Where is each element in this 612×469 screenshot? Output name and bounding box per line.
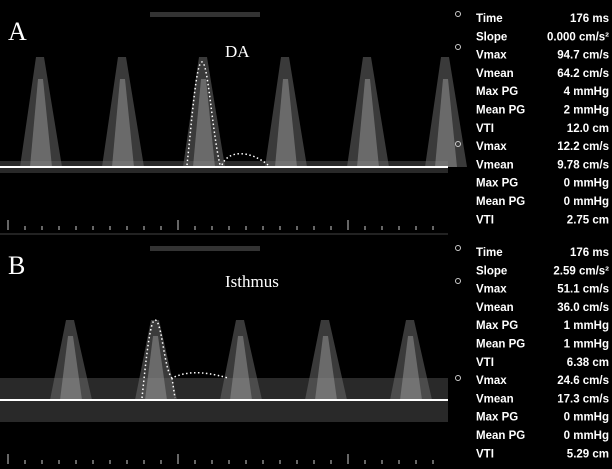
measure-name: Mean PG xyxy=(476,196,525,208)
measure-value: 36.0 cm/s xyxy=(557,302,609,314)
measure-name: Vmax xyxy=(476,284,507,296)
measure-name: Vmean xyxy=(476,159,514,171)
spectral-peak-core xyxy=(435,79,457,167)
separator xyxy=(0,233,448,235)
measure-value: 0 mmHg xyxy=(564,412,609,424)
measure-name: Slope xyxy=(476,265,507,277)
measure-value: 2.75 cm xyxy=(567,214,609,226)
measure-name: Max PG xyxy=(476,86,518,98)
measure-value: 2.59 cm/s² xyxy=(553,265,609,277)
spectral-peak-core xyxy=(30,79,52,167)
measure-name: VTI xyxy=(476,357,494,369)
measure-value: 51.1 cm/s xyxy=(557,284,609,296)
spectral-peak-core xyxy=(112,79,134,167)
measure-name: Vmax xyxy=(476,141,507,153)
cursor-icon xyxy=(455,11,461,17)
measure-value: 0 mmHg xyxy=(564,178,609,190)
measure-value: 24.6 cm/s xyxy=(557,375,609,387)
panel-label: B xyxy=(8,251,25,280)
panel-title: Isthmus xyxy=(225,272,279,291)
measure-value: 12.0 cm xyxy=(567,123,609,135)
measure-name: Vmax xyxy=(476,50,507,62)
measure-value: 1 mmHg xyxy=(564,320,609,332)
trace xyxy=(141,319,229,399)
measure-name: Slope xyxy=(476,31,507,43)
measure-name: Vmean xyxy=(476,393,514,405)
spectral-peak-core xyxy=(357,79,379,167)
spectral-peak-core xyxy=(275,79,297,167)
cursor-icon xyxy=(455,245,461,251)
top-strip xyxy=(150,12,260,17)
spectral-peak-core xyxy=(145,336,167,400)
cursor-icon xyxy=(455,141,461,147)
measure-name: Mean PG xyxy=(476,105,525,117)
measure-name: Vmax xyxy=(476,375,507,387)
measure-value: 1 mmHg xyxy=(564,339,609,351)
measure-name: VTI xyxy=(476,448,494,460)
measure-value: 176 ms xyxy=(570,13,609,25)
measure-name: VTI xyxy=(476,214,494,226)
measure-name: Time xyxy=(476,13,503,25)
spectral-peak-core xyxy=(400,336,422,400)
cursor-icon xyxy=(455,375,461,381)
measure-value: 176 ms xyxy=(570,247,609,259)
measure-value: 94.7 cm/s xyxy=(557,50,609,62)
measure-value: 17.3 cm/s xyxy=(557,393,609,405)
spectral-peak-core xyxy=(315,336,337,400)
spectral-peak-core xyxy=(60,336,82,400)
measure-name: Time xyxy=(476,247,503,259)
measure-name: Max PG xyxy=(476,320,518,332)
cursor-icon xyxy=(455,278,461,284)
panel-label: A xyxy=(8,17,27,46)
measure-name: Mean PG xyxy=(476,339,525,351)
measure-value: 5.29 cm xyxy=(567,448,609,460)
measure-value: 0 mmHg xyxy=(564,196,609,208)
measure-value: 12.2 cm/s xyxy=(557,141,609,153)
text-layer: A DA Time 176 ms Slope 0.000 cm/s² Vmax 94.7 cm… xyxy=(8,13,609,460)
spectral-display xyxy=(0,11,467,464)
measure-value: 9.78 cm/s xyxy=(557,159,609,171)
measure-value: 4 mmHg xyxy=(564,86,609,98)
measure-name: Vmean xyxy=(476,302,514,314)
measure-value: 2 mmHg xyxy=(564,105,609,117)
measure-value: 0.000 cm/s² xyxy=(547,31,609,43)
measure-value: 6.38 cm xyxy=(567,357,609,369)
measure-name: Max PG xyxy=(476,412,518,424)
measure-name: Max PG xyxy=(476,178,518,190)
measure-name: Vmean xyxy=(476,68,514,80)
spectral-peak-core xyxy=(230,336,252,400)
measure-name: VTI xyxy=(476,123,494,135)
trace xyxy=(186,61,269,166)
panel-title: DA xyxy=(225,42,250,61)
measure-name: Mean PG xyxy=(476,430,525,442)
cursor-icon xyxy=(455,44,461,50)
spectral-peak-core xyxy=(193,79,215,167)
top-strip xyxy=(150,246,260,251)
measure-value: 64.2 cm/s xyxy=(557,68,609,80)
measure-value: 0 mmHg xyxy=(564,430,609,442)
